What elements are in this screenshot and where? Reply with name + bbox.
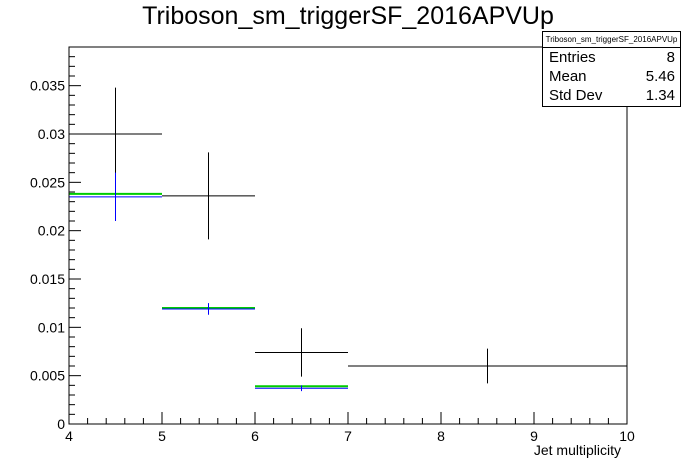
x-tick-label: 7	[344, 428, 352, 444]
stats-row-mean: Mean 5.46	[543, 67, 680, 86]
y-tick-label: 0.005	[30, 368, 65, 384]
stats-box-name: Triboson_sm_triggerSF_2016APVUp	[543, 32, 680, 48]
y-tick-label: 0.02	[38, 223, 65, 239]
stats-value: 5.46	[645, 68, 675, 85]
x-tick-label: 8	[437, 428, 445, 444]
x-tick-label: 10	[619, 428, 635, 444]
stats-label: Std Dev	[549, 87, 603, 104]
stats-row-stddev: Std Dev 1.34	[543, 86, 680, 105]
x-tick-label: 4	[65, 428, 73, 444]
y-tick-label: 0.03	[38, 126, 65, 142]
x-tick-label: 9	[530, 428, 538, 444]
y-tick-label: 0.015	[30, 271, 65, 287]
chart-title: Triboson_sm_triggerSF_2016APVUp	[142, 2, 554, 30]
y-tick-label: 0.01	[38, 319, 65, 335]
x-axis-label: Jet multiplicity	[534, 442, 621, 458]
y-tick-label: 0	[57, 416, 65, 432]
stats-row-entries: Entries 8	[543, 48, 680, 67]
x-tick-label: 5	[158, 428, 166, 444]
stats-label: Mean	[549, 68, 587, 85]
x-tick-label: 6	[251, 428, 259, 444]
stats-label: Entries	[549, 49, 596, 66]
stats-box: Triboson_sm_triggerSF_2016APVUp Entries …	[542, 31, 681, 107]
y-tick-label: 0.035	[30, 78, 65, 94]
y-tick-label: 0.025	[30, 174, 65, 190]
stats-value: 1.34	[645, 87, 675, 104]
stats-value: 8	[666, 49, 675, 66]
